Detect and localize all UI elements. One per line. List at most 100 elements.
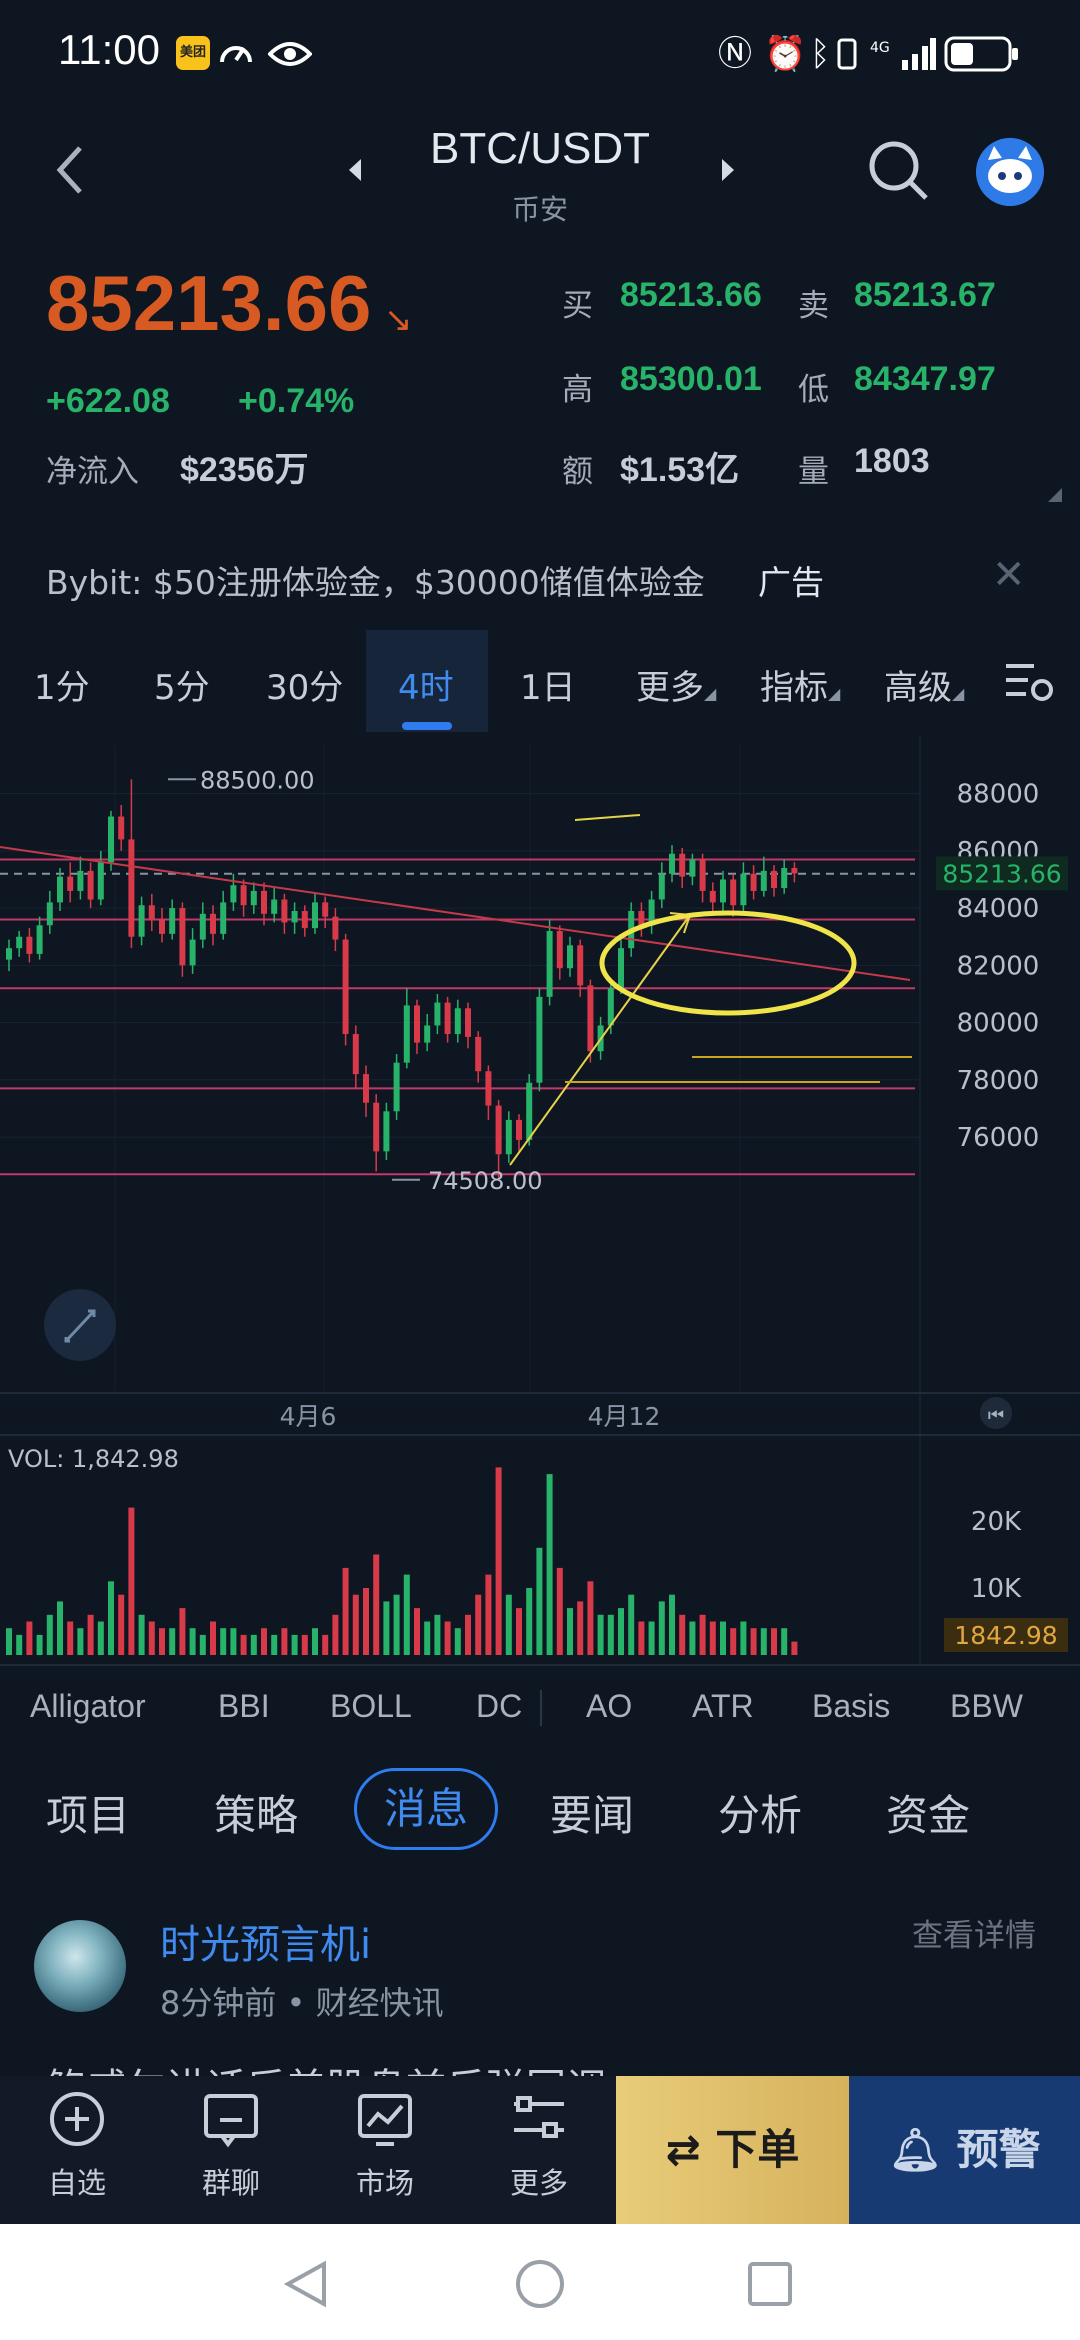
volume-bar xyxy=(454,1628,461,1655)
expand-corner-icon[interactable] xyxy=(1048,488,1062,502)
view-details-link[interactable]: 查看详情 xyxy=(912,1918,1036,1954)
indicator-dc[interactable]: DC xyxy=(476,1688,523,1724)
robot-avatar-icon[interactable] xyxy=(976,138,1044,206)
candle-body xyxy=(679,853,686,877)
volume-bar xyxy=(628,1594,635,1655)
battery-icon xyxy=(944,36,1018,72)
tab-1d[interactable]: 1日 xyxy=(520,668,576,708)
candle-body xyxy=(424,1025,431,1043)
price-chart[interactable]: 88000 86000 84000 82000 80000 78000 7600… xyxy=(0,735,1080,1670)
tab-more[interactable]: 更多◢ xyxy=(636,660,716,709)
news-body[interactable]: 鲍威尔讲话后美股盘前反弹回调 xyxy=(46,2062,606,2078)
tab-advanced-label: 高级 xyxy=(884,668,952,708)
tab-4h[interactable]: 4时 xyxy=(398,668,454,708)
high-annotation: 88500.00 xyxy=(200,766,315,794)
exchange-name: 币安 xyxy=(511,193,568,226)
volume-bar xyxy=(36,1634,43,1655)
volume-bar xyxy=(669,1594,675,1655)
nav-favorite[interactable]: 自选 xyxy=(12,2090,142,2202)
volume-bar xyxy=(148,1621,155,1655)
tab-advanced[interactable]: 高级◢ xyxy=(884,660,964,709)
indicator-ao[interactable]: AO xyxy=(586,1688,633,1724)
candle-body xyxy=(709,890,716,903)
volume-bar xyxy=(118,1594,125,1655)
nav-market[interactable]: 市场 xyxy=(320,2090,450,2202)
swap-icon: ⇄ xyxy=(665,2125,716,2174)
current-price-label: 85213.66 xyxy=(942,859,1061,888)
signal-icon: 4G xyxy=(870,38,936,70)
indicator-bbw[interactable]: BBW xyxy=(950,1688,1023,1724)
nav-favorite-label: 自选 xyxy=(47,2166,106,2200)
volume-bar xyxy=(322,1634,329,1655)
indicator-basis[interactable]: Basis xyxy=(812,1688,891,1724)
candle-body xyxy=(291,910,298,923)
candle-body xyxy=(699,859,706,891)
indicator-bbi[interactable]: BBI xyxy=(218,1688,270,1724)
tab-projects[interactable]: 项目 xyxy=(46,1791,131,1840)
expand-chart-button[interactable] xyxy=(44,1289,116,1361)
expand-icon[interactable] xyxy=(64,1309,96,1343)
volume-bar xyxy=(730,1628,737,1655)
y-tick-label: 84000 xyxy=(957,894,1040,924)
x-tick-label: 4月12 xyxy=(588,1402,661,1431)
tab-indicators[interactable]: 指标◢ xyxy=(760,660,840,709)
tab-strategy[interactable]: 策略 xyxy=(214,1791,299,1840)
eye-icon xyxy=(268,42,312,66)
volume-bar xyxy=(220,1628,227,1655)
expand-icon[interactable] xyxy=(88,1309,96,1317)
author-avatar[interactable] xyxy=(34,1920,126,2012)
system-home-icon[interactable] xyxy=(514,2258,566,2310)
prev-pair-icon[interactable] xyxy=(345,155,365,185)
candle-body xyxy=(189,939,196,966)
chart-settings-icon[interactable] xyxy=(1004,658,1054,704)
jump-latest-button[interactable]: ⏮ xyxy=(980,1397,1012,1429)
tab-30min[interactable]: 30分 xyxy=(266,668,344,708)
low-label: 低 xyxy=(798,372,829,408)
nav-group-chat[interactable]: 群聊 xyxy=(166,2090,296,2202)
candle-body xyxy=(495,1105,502,1155)
back-arrow-icon[interactable] xyxy=(50,140,90,200)
volume-bar xyxy=(618,1608,624,1655)
ad-text[interactable]: Bybit: $50注册体验金，$30000储值体验金 xyxy=(46,563,705,602)
indicator-atr[interactable]: ATR xyxy=(692,1688,754,1724)
volume-bar xyxy=(312,1628,318,1655)
next-pair-icon[interactable] xyxy=(718,155,738,185)
tab-funds[interactable]: 资金 xyxy=(886,1791,971,1840)
volume-bar xyxy=(709,1621,716,1655)
volume-bar xyxy=(720,1621,726,1655)
candle-body xyxy=(230,885,237,903)
active-tab-indicator xyxy=(402,722,452,730)
candle-body xyxy=(210,913,216,934)
search-icon[interactable] xyxy=(866,138,932,204)
candle-body xyxy=(403,1005,410,1063)
indicator-alligator[interactable]: Alligator xyxy=(30,1688,146,1724)
volume-bar xyxy=(6,1628,12,1655)
nav-more-label: 更多 xyxy=(509,2166,568,2200)
nav-more[interactable]: 更多 xyxy=(474,2090,604,2202)
indicator-boll[interactable]: BOLL xyxy=(330,1688,412,1724)
close-icon[interactable]: ✕ xyxy=(992,552,1026,598)
candle-body xyxy=(77,870,84,891)
volume-bar xyxy=(179,1608,186,1655)
buy-label: 买 xyxy=(562,288,593,324)
tab-headlines[interactable]: 要闻 xyxy=(550,1791,635,1840)
candle-body xyxy=(771,870,777,889)
volume-bars xyxy=(6,1467,798,1655)
tab-indicators-label: 指标 xyxy=(760,668,828,708)
pair-title[interactable]: BTC/USDT xyxy=(430,124,650,173)
candle-body xyxy=(312,902,318,929)
amount-label: 额 xyxy=(562,454,593,490)
place-order-button[interactable]: ⇄ 下单 xyxy=(616,2076,849,2224)
skip-back-icon[interactable]: ⏮ xyxy=(988,1405,1004,1426)
candle-body xyxy=(454,1008,461,1035)
news-author[interactable]: 时光预言机i xyxy=(160,1922,372,1968)
system-back-icon[interactable] xyxy=(284,2260,328,2308)
tab-news[interactable]: 消息 xyxy=(354,1768,498,1850)
candle-body xyxy=(67,876,74,891)
tab-5min[interactable]: 5分 xyxy=(154,668,210,708)
system-recents-icon[interactable] xyxy=(746,2260,794,2308)
tab-1min[interactable]: 1分 xyxy=(34,668,90,708)
tab-analysis[interactable]: 分析 xyxy=(718,1791,803,1840)
jump-latest-circle[interactable] xyxy=(980,1397,1012,1429)
price-alert-button[interactable]: 🔔︎ 预警 xyxy=(849,2076,1080,2224)
